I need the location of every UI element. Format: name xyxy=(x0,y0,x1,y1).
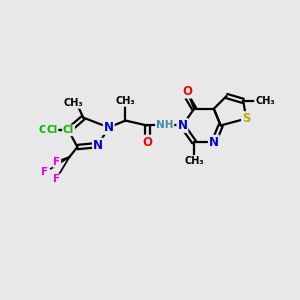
Text: Cl: Cl xyxy=(38,125,50,135)
Text: S: S xyxy=(242,112,250,125)
Text: F: F xyxy=(41,167,49,177)
Text: N: N xyxy=(209,136,219,148)
Text: Cl: Cl xyxy=(46,125,58,135)
Text: CH₃: CH₃ xyxy=(255,96,274,106)
Text: O: O xyxy=(142,136,152,148)
Text: O: O xyxy=(182,85,192,98)
Text: Cl: Cl xyxy=(63,125,74,135)
Text: F: F xyxy=(53,157,60,167)
Text: F: F xyxy=(53,174,60,184)
Text: NH: NH xyxy=(156,121,173,130)
Text: N: N xyxy=(93,139,103,152)
Text: CH₃: CH₃ xyxy=(116,96,135,106)
Text: CH₃: CH₃ xyxy=(184,156,204,166)
Text: N: N xyxy=(104,121,114,134)
Text: CH₃: CH₃ xyxy=(64,98,83,108)
Text: N: N xyxy=(177,119,188,132)
